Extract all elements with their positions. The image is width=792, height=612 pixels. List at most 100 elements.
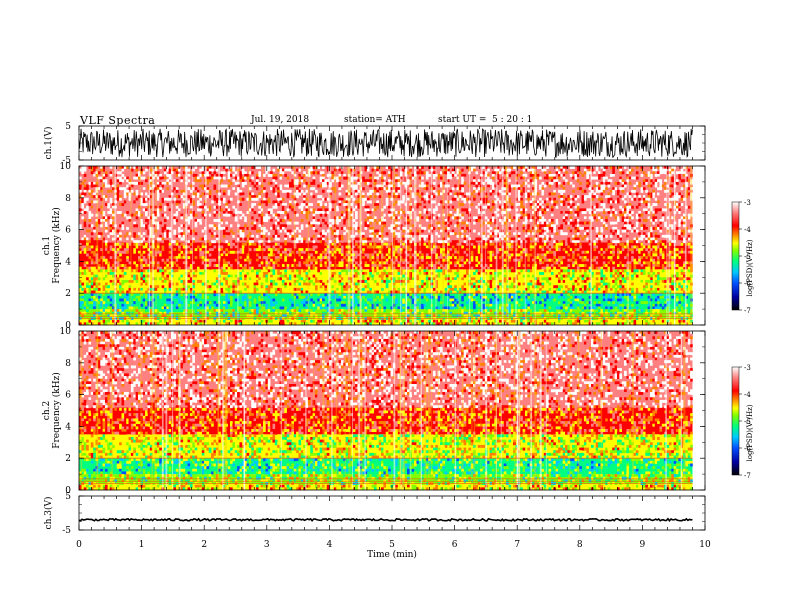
psd-cell: [107, 179, 110, 183]
psd-cell: [628, 242, 632, 246]
psd-cell: [128, 242, 132, 246]
psd-cell: [421, 192, 424, 196]
psd-cell: [281, 168, 285, 172]
psd-cell: [307, 248, 311, 252]
psd-cell: [194, 208, 198, 212]
psd-cell: [680, 203, 684, 207]
psd-cell: [659, 253, 663, 257]
psd-cell: [116, 242, 120, 246]
psd-cell: [539, 234, 542, 238]
psd-cell: [201, 250, 205, 254]
psd-cell: [95, 166, 99, 169]
psd-cell: [619, 224, 622, 228]
psd-cell: [373, 203, 377, 207]
psd-cell: [416, 232, 420, 236]
psd-cell: [680, 250, 684, 254]
psd-cell: [265, 216, 269, 220]
psd-cell: [645, 179, 648, 183]
psd-cell: [475, 181, 479, 185]
psd-cell: [515, 216, 519, 220]
psd-cell: [541, 245, 545, 249]
psd-cell: [534, 211, 538, 214]
psd-cell: [104, 203, 108, 207]
psd-cell: [251, 176, 254, 180]
psd-cell: [383, 232, 387, 236]
psd-cell: [251, 234, 254, 238]
psd-cell: [277, 213, 280, 217]
psd-cell: [421, 197, 424, 201]
psd-cell: [406, 171, 410, 175]
psd-cell: [529, 173, 533, 177]
psd-cell: [305, 189, 309, 193]
psd-cell: [279, 176, 283, 180]
psd-cell: [340, 171, 344, 175]
psd-cell: [659, 226, 663, 230]
psd-cell: [565, 226, 568, 230]
psd-cell: [579, 200, 582, 204]
psd-cell: [385, 203, 389, 207]
psd-cell: [498, 211, 502, 214]
psd-cell: [173, 234, 177, 238]
psd-cell: [137, 187, 141, 191]
psd-cell: [635, 248, 639, 252]
psd-cell: [305, 229, 309, 233]
psd-cell: [447, 200, 450, 204]
psd-cell: [329, 226, 332, 230]
psd-cell: [418, 237, 422, 241]
psd-cell: [272, 213, 276, 217]
psd-cell: [371, 211, 375, 214]
psd-cell: [435, 253, 438, 257]
psd-cell: [491, 242, 495, 246]
psd-cell: [159, 250, 162, 254]
psd-cell: [612, 192, 615, 196]
psd-cell: [206, 189, 210, 193]
psd-cell: [104, 248, 108, 252]
psd-cell: [593, 213, 597, 217]
psd-cell: [343, 176, 346, 180]
psd-cell: [126, 245, 129, 249]
psd-cell: [678, 224, 681, 228]
psd-cell: [182, 234, 186, 238]
psd-cell: [296, 179, 299, 183]
psd-cell: [583, 189, 587, 193]
psd-cell: [576, 226, 580, 230]
psd-cell: [482, 195, 486, 199]
psd-cell: [470, 168, 474, 172]
psd-cell: [421, 181, 424, 185]
psd-cell: [435, 173, 438, 177]
psd-cell: [126, 242, 129, 246]
psd-cell: [593, 240, 597, 244]
psd-cell: [595, 203, 599, 207]
psd-cell: [312, 171, 316, 175]
psd-cell: [163, 187, 167, 191]
psd-cell: [213, 179, 217, 183]
psd-cell: [567, 240, 571, 244]
psd-cell: [192, 242, 195, 246]
psd-cell: [444, 184, 448, 188]
psd-cell: [520, 240, 523, 244]
psd-cell: [442, 248, 446, 252]
psd-cell: [159, 253, 162, 257]
psd-cell: [543, 168, 547, 172]
psd-cell: [244, 189, 247, 193]
psd-cell: [163, 168, 167, 172]
psd-cell: [600, 187, 604, 191]
psd-cell: [293, 229, 297, 233]
psd-cell: [524, 195, 528, 199]
psd-cell: [675, 168, 679, 172]
psd-cell: [503, 237, 507, 241]
psd-cell: [609, 242, 613, 246]
psd-cell: [326, 240, 330, 244]
psd-cell: [465, 242, 469, 246]
psd-cell: [126, 171, 129, 175]
psd-cell: [588, 232, 592, 236]
psd-cell: [137, 256, 141, 260]
psd-cell: [683, 176, 686, 180]
psd-cell: [440, 250, 443, 254]
psd-cell: [173, 192, 177, 196]
psd-cell: [392, 166, 396, 169]
psd-cell: [232, 166, 236, 169]
psd-cell: [366, 213, 370, 217]
psd-cell: [607, 224, 611, 228]
psd-cell: [406, 245, 410, 249]
